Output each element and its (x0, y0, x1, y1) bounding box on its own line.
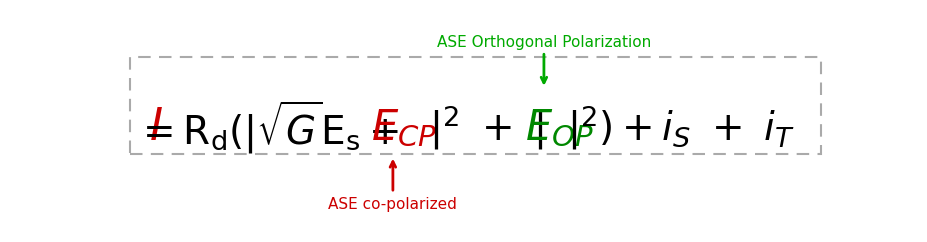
Text: ASE co-polarized: ASE co-polarized (328, 197, 457, 212)
Text: $\boldsymbol{E_{OP}}$: $\boldsymbol{E_{OP}}$ (525, 107, 593, 149)
Text: $= \mathrm{R_d}(|\sqrt{G}\mathrm{E_s} +$: $= \mathrm{R_d}(|\sqrt{G}\mathrm{E_s} +$ (134, 99, 399, 157)
Text: $\mathit{I}$: $\mathit{I}$ (148, 106, 162, 149)
Text: $|^2) + i_S\ +\ i_T$: $|^2) + i_S\ +\ i_T$ (566, 103, 794, 152)
Text: $\boldsymbol{E_{CP}}$: $\boldsymbol{E_{CP}}$ (370, 107, 437, 149)
Text: ASE Orthogonal Polarization: ASE Orthogonal Polarization (437, 35, 651, 50)
Text: $|^2\ +\ |$: $|^2\ +\ |$ (428, 103, 543, 152)
